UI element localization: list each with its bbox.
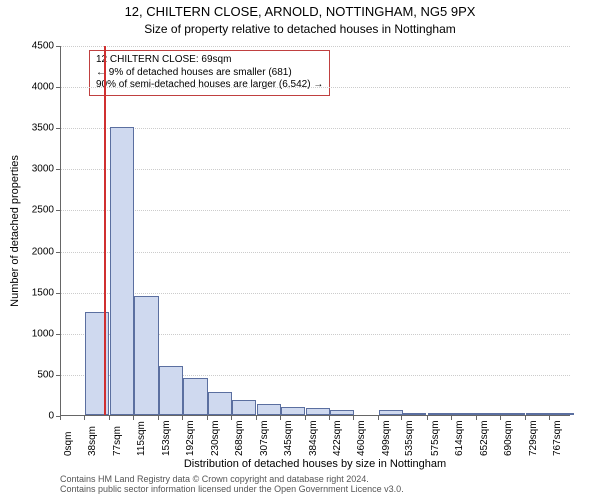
ytick-label: 4500 xyxy=(14,41,54,52)
histogram-bar xyxy=(159,366,183,415)
histogram-bar xyxy=(452,413,476,415)
ytick-mark xyxy=(56,128,60,129)
footer-line1: Contains HM Land Registry data © Crown c… xyxy=(60,474,570,484)
ytick-label: 0 xyxy=(14,411,54,422)
xtick-label: 614sqm xyxy=(454,420,465,456)
histogram-bar xyxy=(257,404,281,415)
plot-area: 12 CHILTERN CLOSE: 69sqm ← 9% of detache… xyxy=(60,46,570,416)
chart-title-main: 12, CHILTERN CLOSE, ARNOLD, NOTTINGHAM, … xyxy=(0,4,600,19)
ytick-label: 1000 xyxy=(14,328,54,339)
histogram-bar xyxy=(134,296,158,415)
xtick-mark xyxy=(500,416,501,420)
xtick-label: 499sqm xyxy=(381,420,392,456)
xtick-mark xyxy=(476,416,477,420)
annotation-box: 12 CHILTERN CLOSE: 69sqm ← 9% of detache… xyxy=(89,50,330,96)
histogram-bar xyxy=(550,413,574,415)
ytick-label: 3000 xyxy=(14,164,54,175)
xtick-label: 767sqm xyxy=(552,420,563,456)
annotation-line3: 90% of semi-detached houses are larger (… xyxy=(96,79,323,92)
xtick-mark xyxy=(280,416,281,420)
gridline-h xyxy=(61,128,570,129)
ytick-mark xyxy=(56,293,60,294)
ytick-mark xyxy=(56,46,60,47)
xtick-label: 268sqm xyxy=(234,420,245,456)
xtick-label: 115sqm xyxy=(136,421,147,456)
xtick-mark xyxy=(231,416,232,420)
gridline-h xyxy=(61,46,570,47)
xtick-label: 0sqm xyxy=(63,432,74,456)
gridline-h xyxy=(61,293,570,294)
xtick-label: 153sqm xyxy=(161,420,172,456)
annotation-line1: 12 CHILTERN CLOSE: 69sqm xyxy=(96,54,323,67)
ytick-label: 500 xyxy=(14,369,54,380)
xtick-label: 345sqm xyxy=(283,420,294,456)
histogram-bar xyxy=(281,407,305,415)
xtick-mark xyxy=(256,416,257,420)
histogram-bar xyxy=(232,400,256,415)
histogram-bar xyxy=(306,408,330,415)
ytick-label: 2000 xyxy=(14,246,54,257)
xtick-mark xyxy=(353,416,354,420)
histogram-bar xyxy=(208,392,232,415)
xtick-mark xyxy=(109,416,110,420)
xtick-label: 690sqm xyxy=(503,420,514,456)
xtick-mark xyxy=(378,416,379,420)
xtick-mark xyxy=(182,416,183,420)
xtick-mark xyxy=(158,416,159,420)
ytick-mark xyxy=(56,169,60,170)
xtick-label: 575sqm xyxy=(430,420,441,456)
xtick-mark xyxy=(427,416,428,420)
gridline-h xyxy=(61,210,570,211)
xtick-mark xyxy=(549,416,550,420)
xtick-label: 384sqm xyxy=(308,420,319,456)
xtick-label: 460sqm xyxy=(356,420,367,456)
histogram-bar xyxy=(402,413,426,415)
histogram-bar xyxy=(183,378,207,415)
histogram-bar xyxy=(110,127,134,415)
x-axis-label: Distribution of detached houses by size … xyxy=(60,458,570,470)
xtick-label: 652sqm xyxy=(479,420,490,456)
histogram-bar xyxy=(428,413,452,415)
xtick-label: 38sqm xyxy=(87,426,98,456)
y-axis-label: Number of detached properties xyxy=(8,46,22,416)
xtick-mark xyxy=(305,416,306,420)
xtick-mark xyxy=(60,416,61,420)
xtick-mark xyxy=(133,416,134,420)
gridline-h xyxy=(61,169,570,170)
ytick-label: 1500 xyxy=(14,287,54,298)
xtick-label: 535sqm xyxy=(404,420,415,456)
xtick-label: 192sqm xyxy=(185,420,196,456)
chart-title-sub: Size of property relative to detached ho… xyxy=(0,22,600,36)
marker-line xyxy=(104,46,106,415)
histogram-bar xyxy=(501,413,525,415)
xtick-label: 729sqm xyxy=(528,420,539,456)
xtick-mark xyxy=(451,416,452,420)
xtick-label: 230sqm xyxy=(210,420,221,456)
gridline-h xyxy=(61,87,570,88)
xtick-mark xyxy=(525,416,526,420)
ytick-label: 3500 xyxy=(14,123,54,134)
ytick-label: 4000 xyxy=(14,82,54,93)
footer-attribution: Contains HM Land Registry data © Crown c… xyxy=(60,474,570,495)
ytick-mark xyxy=(56,252,60,253)
ytick-mark xyxy=(56,375,60,376)
histogram-bar xyxy=(379,410,403,415)
histogram-bar xyxy=(526,413,550,415)
ytick-mark xyxy=(56,334,60,335)
xtick-label: 422sqm xyxy=(332,420,343,456)
gridline-h xyxy=(61,252,570,253)
ytick-label: 2500 xyxy=(14,205,54,216)
xtick-label: 307sqm xyxy=(259,420,270,456)
ytick-mark xyxy=(56,210,60,211)
xtick-mark xyxy=(401,416,402,420)
ytick-mark xyxy=(56,87,60,88)
annotation-line2: ← 9% of detached houses are smaller (681… xyxy=(96,67,323,80)
xtick-label: 77sqm xyxy=(112,426,123,456)
xtick-mark xyxy=(207,416,208,420)
histogram-bar xyxy=(330,410,354,415)
xtick-mark xyxy=(84,416,85,420)
footer-line2: Contains public sector information licen… xyxy=(60,484,570,494)
xtick-mark xyxy=(329,416,330,420)
histogram-bar xyxy=(477,413,501,415)
